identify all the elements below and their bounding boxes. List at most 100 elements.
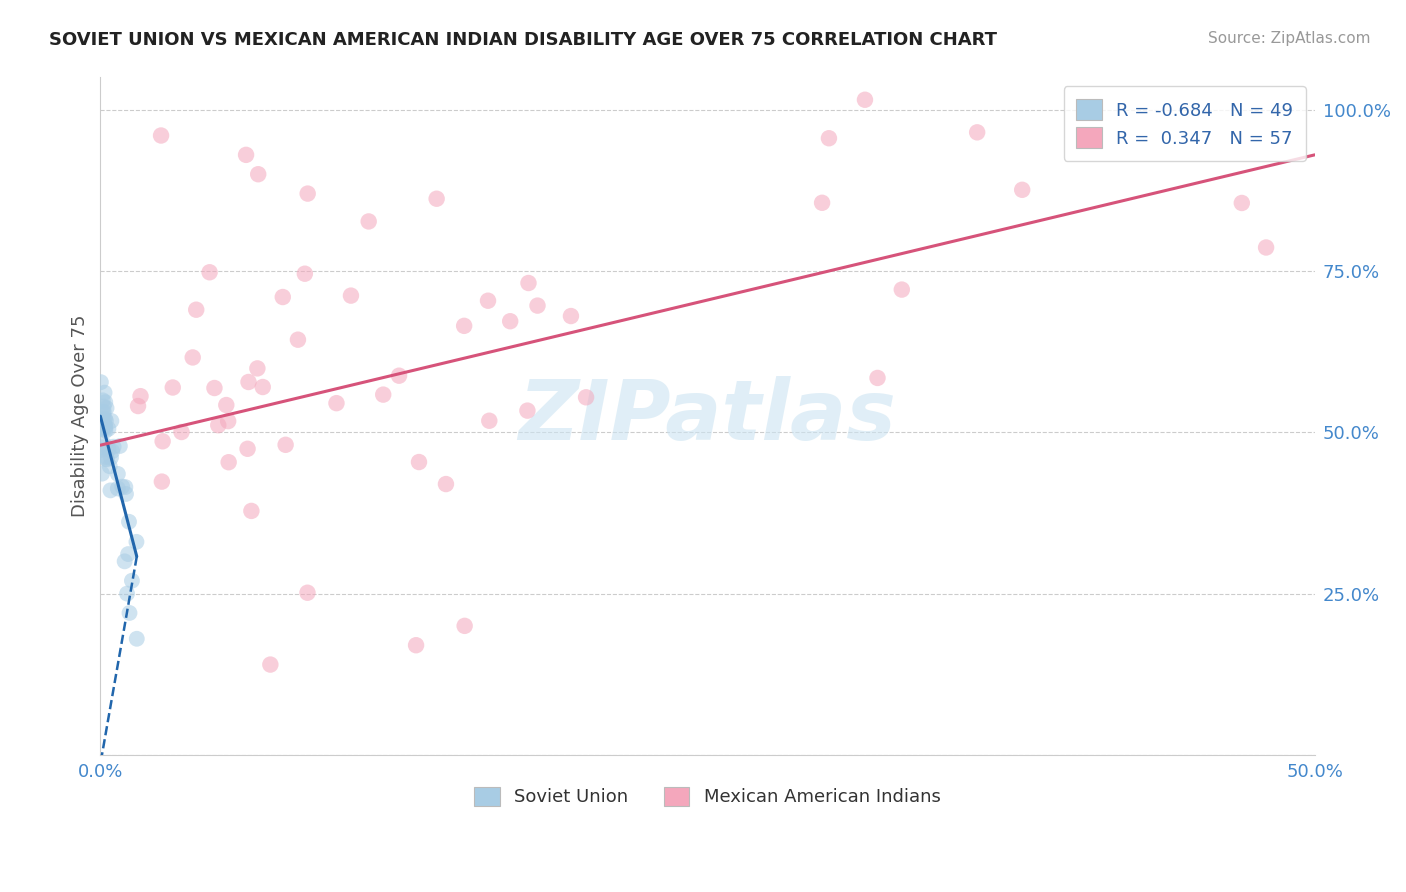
- Point: [1230, 196, 1253, 211]
- Point: [325, 396, 347, 410]
- Point: [499, 314, 522, 328]
- Point: [866, 371, 889, 385]
- Point: [103, 440, 125, 454]
- Point: [96, 452, 118, 467]
- Point: [966, 125, 988, 139]
- Point: [287, 333, 309, 347]
- Point: [246, 361, 269, 376]
- Text: Source: ZipAtlas.com: Source: ZipAtlas.com: [1208, 31, 1371, 46]
- Point: [100, 414, 122, 428]
- Point: [405, 638, 427, 652]
- Point: [118, 606, 141, 620]
- Point: [152, 434, 174, 449]
- Point: [478, 414, 501, 428]
- Point: [90, 375, 112, 389]
- Point: [90, 416, 112, 430]
- Point: [235, 148, 257, 162]
- Point: [340, 288, 363, 302]
- Point: [575, 390, 598, 404]
- Point: [252, 380, 274, 394]
- Point: [259, 657, 281, 672]
- Point: [218, 455, 240, 469]
- Point: [125, 534, 148, 549]
- Point: [91, 406, 114, 420]
- Point: [98, 459, 121, 474]
- Point: [107, 482, 129, 496]
- Point: [207, 418, 229, 433]
- Point: [238, 375, 260, 389]
- Point: [297, 186, 319, 201]
- Point: [240, 504, 263, 518]
- Point: [94, 419, 117, 434]
- Point: [453, 318, 475, 333]
- Point: [204, 381, 226, 395]
- Legend: Soviet Union, Mexican American Indians: Soviet Union, Mexican American Indians: [467, 780, 948, 814]
- Point: [91, 393, 114, 408]
- Point: [100, 483, 122, 498]
- Point: [477, 293, 499, 308]
- Point: [198, 265, 221, 279]
- Point: [294, 267, 316, 281]
- Point: [434, 477, 457, 491]
- Point: [127, 399, 149, 413]
- Point: [215, 398, 238, 412]
- Point: [91, 441, 114, 455]
- Point: [526, 299, 548, 313]
- Point: [408, 455, 430, 469]
- Point: [93, 413, 115, 427]
- Point: [114, 554, 136, 568]
- Point: [90, 422, 112, 436]
- Point: [101, 444, 124, 458]
- Point: [90, 421, 112, 435]
- Point: [129, 389, 152, 403]
- Point: [91, 467, 114, 481]
- Point: [150, 128, 173, 143]
- Point: [91, 419, 114, 434]
- Point: [181, 351, 204, 365]
- Point: [217, 414, 239, 428]
- Point: [162, 380, 184, 394]
- Point: [108, 439, 131, 453]
- Point: [373, 387, 395, 401]
- Point: [93, 438, 115, 452]
- Point: [94, 411, 117, 425]
- Point: [97, 442, 120, 457]
- Point: [271, 290, 294, 304]
- Point: [121, 574, 143, 588]
- Point: [94, 395, 117, 409]
- Point: [94, 452, 117, 467]
- Point: [91, 413, 114, 427]
- Point: [186, 302, 208, 317]
- Point: [1011, 183, 1033, 197]
- Point: [125, 632, 148, 646]
- Point: [93, 385, 115, 400]
- Text: ZIPatlas: ZIPatlas: [519, 376, 897, 457]
- Point: [93, 405, 115, 419]
- Point: [357, 214, 380, 228]
- Point: [111, 480, 134, 494]
- Point: [170, 425, 193, 439]
- Point: [150, 475, 173, 489]
- Point: [107, 467, 129, 481]
- Point: [115, 586, 138, 600]
- Point: [100, 450, 122, 465]
- Point: [94, 450, 117, 464]
- Point: [94, 421, 117, 435]
- Point: [96, 401, 118, 416]
- Point: [90, 442, 112, 457]
- Point: [516, 403, 538, 417]
- Point: [117, 547, 139, 561]
- Point: [97, 422, 120, 436]
- Point: [274, 438, 297, 452]
- Point: [114, 480, 136, 494]
- Point: [453, 619, 475, 633]
- Point: [1254, 240, 1277, 254]
- Point: [811, 195, 834, 210]
- Point: [118, 515, 141, 529]
- Point: [94, 424, 117, 438]
- Point: [236, 442, 259, 456]
- Point: [247, 167, 270, 181]
- Point: [91, 422, 114, 436]
- Point: [115, 487, 138, 501]
- Point: [426, 192, 449, 206]
